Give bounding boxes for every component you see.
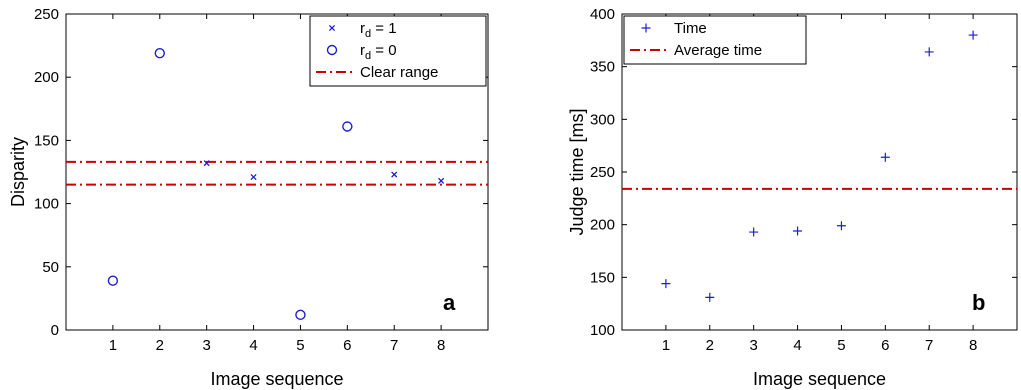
data-point xyxy=(968,30,978,40)
legend: Time Average time xyxy=(623,15,807,65)
x-tick-label: 2 xyxy=(156,337,164,354)
x-tick-label: 5 xyxy=(296,337,304,354)
y-tick-label: 250 xyxy=(34,6,59,23)
legend-marker xyxy=(641,23,651,33)
x-tick-label: 3 xyxy=(749,337,757,354)
x-tick-label: 7 xyxy=(925,337,933,354)
data-point xyxy=(342,121,353,132)
legend-entry-label: Time xyxy=(674,20,707,37)
x-tick-label: 6 xyxy=(881,337,889,354)
data-point xyxy=(250,173,257,181)
y-tick-label: 150 xyxy=(34,132,59,149)
data-point xyxy=(154,47,165,59)
x-tick-label: 2 xyxy=(706,337,714,354)
y-tick-label: 50 xyxy=(42,259,59,276)
y-tick-label: 0 xyxy=(51,322,59,339)
x-tick-label: 5 xyxy=(837,337,845,354)
x-tick-label: 7 xyxy=(390,337,398,354)
x-axis-label: Image sequence xyxy=(210,369,343,389)
legend-box xyxy=(623,15,807,65)
legend-entry-label: Clear range xyxy=(360,64,438,81)
data-point xyxy=(295,309,306,321)
y-axis-label: Disparity xyxy=(8,137,28,207)
x-tick-label: 8 xyxy=(437,337,445,354)
legend-box xyxy=(309,15,487,87)
y-tick-label: 150 xyxy=(590,269,615,286)
data-point xyxy=(661,279,671,289)
y-tick-label: 400 xyxy=(590,6,615,23)
x-tick-label: 1 xyxy=(662,337,670,354)
data-point xyxy=(880,152,890,162)
y-axis-label: Judge time [ms] xyxy=(567,108,587,235)
data-point xyxy=(749,227,759,237)
y-tick-label: 200 xyxy=(34,69,59,86)
x-tick-label: 8 xyxy=(969,337,977,354)
x-tick-label: 4 xyxy=(249,337,257,354)
y-tick-label: 350 xyxy=(590,59,615,76)
data-point xyxy=(793,226,803,236)
y-tick-label: 100 xyxy=(590,322,615,339)
x-tick-label: 6 xyxy=(343,337,351,354)
legend-marker xyxy=(328,24,336,32)
y-tick-label: 250 xyxy=(590,164,615,181)
x-axis-label: Image sequence xyxy=(753,369,886,389)
chart-panel-a: 0 50 100 150 200 250 1 2 3 4 5 6 7 8 Image sequence Dis… xyxy=(8,6,489,389)
x-tick-label: 4 xyxy=(793,337,801,354)
data-point xyxy=(924,47,934,57)
y-tick-label: 300 xyxy=(590,111,615,128)
data-point xyxy=(705,292,715,302)
data-point xyxy=(438,177,445,184)
legend-marker xyxy=(326,44,338,56)
panel-label: b xyxy=(972,290,985,315)
y-tick-label: 100 xyxy=(34,196,59,213)
data-point xyxy=(107,275,119,286)
legend-entry-label: Average time xyxy=(674,42,762,59)
data-point xyxy=(836,221,846,231)
x-tick-label: 3 xyxy=(202,337,210,354)
panel-label: a xyxy=(443,290,456,315)
y-tick-label: 200 xyxy=(590,217,615,234)
chart-panel-b: 100 150 200 250 300 350 400 1 2 3 4 5 6 7 8 Image seque… xyxy=(567,6,1018,389)
plot-frame xyxy=(65,13,489,331)
x-tick-label: 1 xyxy=(109,337,117,354)
data-point xyxy=(203,160,210,167)
data-point xyxy=(391,171,398,178)
